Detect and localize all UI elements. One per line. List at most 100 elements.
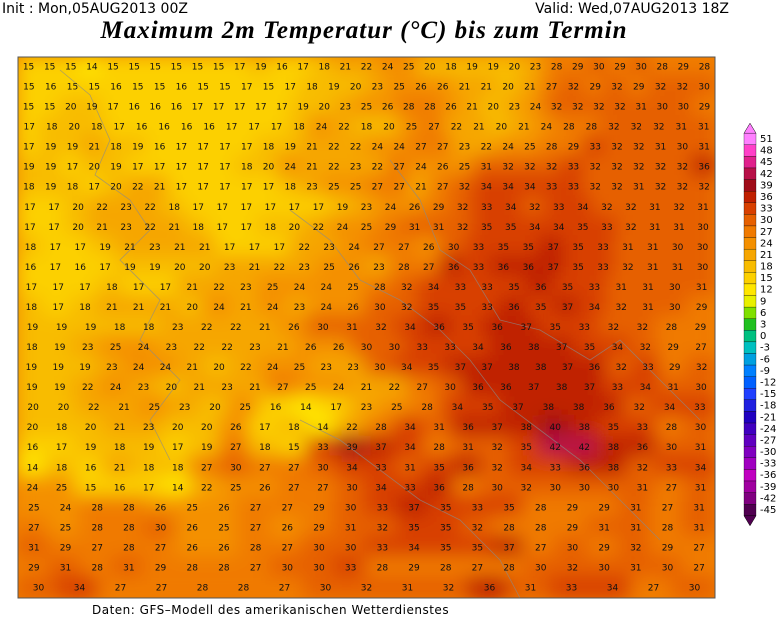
temperature-cell [18,375,48,400]
temperature-cell [560,155,587,180]
temperature-cell [174,535,211,560]
temperature-cell [538,155,565,180]
temperature-cell [501,57,527,80]
temperature-cell [121,95,147,120]
temperature-label: 18 [143,323,155,333]
temperature-cell [632,295,664,320]
temperature-label: 23 [361,203,372,213]
temperature-label: 24 [316,123,328,133]
temperature-label: 20 [72,203,84,213]
temperature-label: 29 [598,543,610,553]
temperature-label: 25 [230,483,241,493]
temperature-cell [607,57,633,80]
temperature-cell [264,235,294,260]
temperature-label: 20 [199,263,211,273]
temperature-label: 17 [197,163,208,173]
temperature-label: 37 [521,323,532,333]
temperature-cell [544,95,570,120]
temperature-label: 31 [655,143,666,153]
temperature-cell [649,495,686,520]
colorbar-label: 48 [760,146,773,157]
temperature-label: 16 [203,123,215,133]
temperature-cell [18,355,47,380]
temperature-label: 27 [28,523,39,533]
temperature-label: 23 [294,303,305,313]
temperature-label: 34 [553,223,565,233]
temperature-cell [496,215,525,240]
temperature-cell [81,75,108,100]
temperature-cell [335,455,369,480]
colorbar-box [743,225,757,238]
temperature-cell [42,295,74,320]
temperature-label: 32 [589,163,600,173]
temperature-cell [219,435,253,460]
temperature-cell [227,95,253,120]
temperature-cell [640,195,669,220]
temperature-label: 30 [656,103,668,113]
temperature-label: 20 [263,163,275,173]
temperature-label: 27 [288,483,299,493]
temperature-label: 23 [224,263,235,273]
temperature-label: 30 [698,83,710,93]
temperature-cell [422,435,456,460]
temperature-label: 29 [678,63,690,73]
temperature-label: 32 [521,483,532,493]
temperature-cell [128,115,155,140]
temperature-cell [146,135,173,160]
temperature-label: 21 [415,183,426,193]
temperature-cell [248,415,282,440]
temperature-cell [206,555,242,580]
colorbar-label: 30 [760,215,773,226]
temperature-label: 20 [289,223,301,233]
temperature-cell [509,315,543,340]
temperature-label: 20 [187,303,199,313]
temperature-label: 17 [255,103,266,113]
temperature-cell [554,495,591,520]
temperature-label: 19 [466,63,478,73]
temperature-cell [495,155,521,180]
temperature-label: 31 [647,263,658,273]
temperature-cell [139,575,184,598]
temperature-cell [269,535,306,560]
temperature-label: 32 [677,83,688,93]
temperature-label: 27 [282,503,293,513]
temperature-label: 17 [271,123,282,133]
temperature-cell [111,555,147,580]
temperature-label: 22 [201,323,212,333]
temperature-cell [554,555,591,580]
temperature-cell [649,555,686,580]
temperature-label: 32 [572,103,583,113]
temperature-label: 22 [338,123,349,133]
temperature-cell [649,535,686,560]
temperature-cell [582,135,609,160]
temperature-cell [616,215,645,240]
temperature-cell [184,57,211,80]
temperature-label: 25 [323,263,334,273]
temperature-label: 33 [597,263,608,273]
temperature-label: 17 [176,183,187,193]
temperature-label: 35 [577,223,588,233]
temperature-label: 31 [693,523,704,533]
temperature-cell [306,455,340,480]
temperature-label: 38 [521,423,533,433]
temperature-label: 35 [503,503,514,513]
temperature-label: 20 [424,63,436,73]
temperature-cell [349,395,384,420]
temperature-cell [427,535,464,560]
temperature-label: 30 [598,563,610,573]
temperature-label: 29 [28,563,40,573]
temperature-cell [480,435,514,460]
temperature-cell [337,295,369,320]
temperature-cell [248,57,274,80]
temperature-label: 19 [27,323,39,333]
temperature-label: 25 [406,123,417,133]
temperature-label: 28 [462,483,474,493]
temperature-label: 23 [221,383,232,393]
temperature-label: 18 [110,143,122,153]
colorbar-box [743,248,757,261]
temperature-cell [640,215,669,240]
temperature-cell [45,455,79,480]
temperature-cell [121,57,147,80]
temperature-label: 32 [589,183,600,193]
temperature-label: 17 [274,243,285,253]
